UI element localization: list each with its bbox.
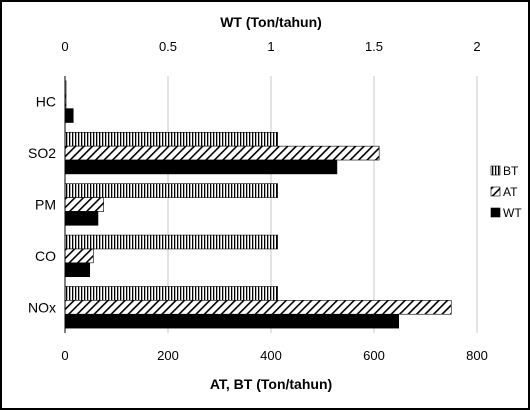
bar-at-co: [64, 248, 94, 264]
bar-bt-so2: [64, 131, 278, 147]
bar-wt-hc: [64, 108, 74, 123]
top-tick-label: 1.5: [365, 39, 383, 54]
category-label: HC: [36, 94, 56, 110]
bottom-tick-label: 0: [61, 348, 68, 363]
bottom-tick-label: 600: [363, 348, 385, 363]
top-tick-label: 1: [267, 39, 274, 54]
bar-at-pm: [64, 197, 104, 212]
bottom-tick-label: 200: [157, 348, 179, 363]
bar-bt-co: [64, 234, 278, 250]
bar-at-nox: [64, 300, 452, 315]
legend-swatch-bt: [490, 165, 501, 176]
top-axis-title: WT (Ton/tahun): [220, 14, 322, 30]
category-label: NOx: [28, 299, 56, 315]
bar-wt-co: [64, 262, 91, 278]
category-label: PM: [35, 197, 56, 213]
bar-at-so2: [64, 145, 380, 161]
bottom-tick-label: 400: [260, 348, 282, 363]
bottom-axis-title: AT, BT (Ton/tahun): [210, 376, 332, 392]
bar-bt-pm: [64, 183, 278, 198]
category-label: SO2: [28, 145, 56, 161]
bottom-tick-label: 800: [466, 348, 488, 363]
legend-swatch-wt: [490, 207, 501, 218]
bar-wt-pm: [64, 211, 99, 226]
legend-label-at: AT: [503, 185, 518, 199]
legend-label-wt: WT: [503, 206, 522, 220]
legend-swatch-at: [490, 186, 501, 197]
top-tick-label: 0.5: [159, 39, 177, 54]
top-tick-label: 2: [473, 39, 480, 54]
bars: [64, 80, 452, 329]
legend: BT AT WT: [490, 164, 522, 220]
top-tick-label: 0: [61, 39, 68, 54]
tick-labels: 0 200 400 600 800 0 0.5 1 1.5 2: [61, 39, 487, 363]
category-labels: HC SO2 PM CO NOx: [28, 94, 56, 316]
bar-wt-nox: [64, 313, 400, 329]
legend-label-bt: BT: [503, 164, 519, 178]
bar-bt-nox: [64, 286, 278, 301]
category-label: CO: [35, 248, 56, 264]
bar-wt-so2: [64, 159, 338, 175]
